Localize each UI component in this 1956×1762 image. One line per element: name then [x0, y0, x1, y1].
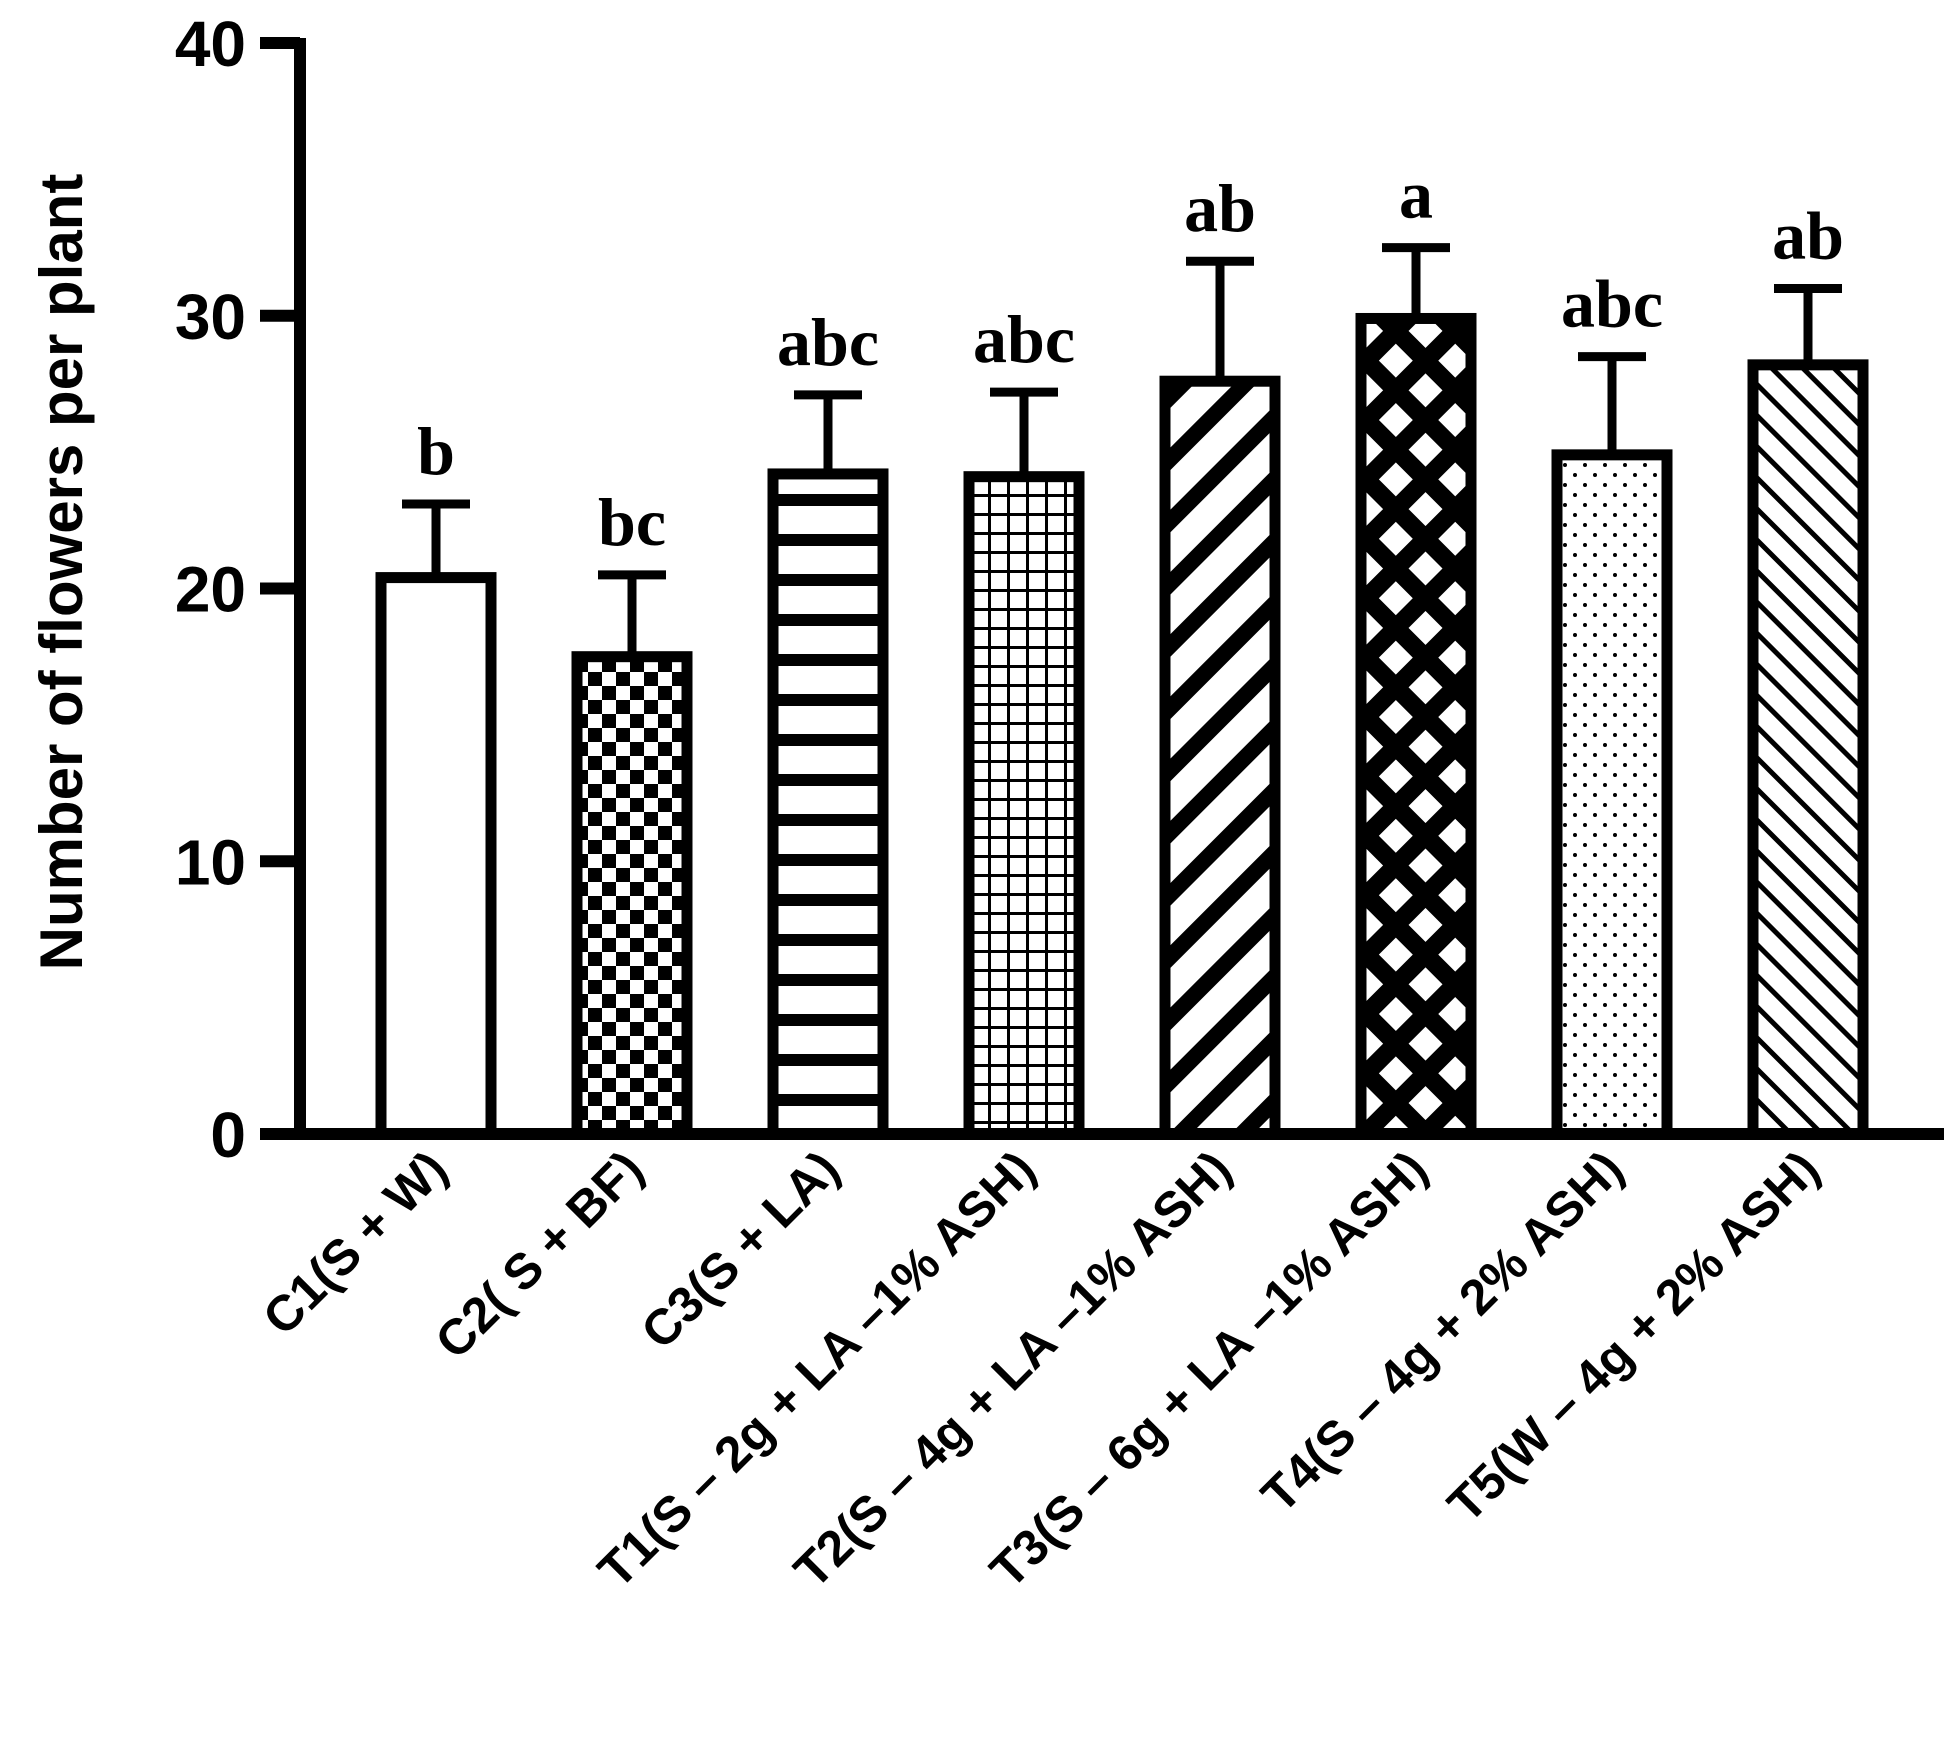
- significance-label: ab: [1184, 170, 1256, 246]
- significance-label: abc: [973, 301, 1075, 377]
- y-axis-label: Number of flowers per plant: [28, 174, 95, 971]
- error-bars: [402, 243, 1842, 657]
- x-tick-label: T4(S – 4g + 2% ASH): [1251, 1140, 1634, 1523]
- significance-label: abc: [1561, 266, 1663, 342]
- y-axis-ticks: 0 10 20 30 40: [175, 8, 300, 1171]
- x-tick-label: C1(S + W): [252, 1140, 458, 1346]
- x-tick-label: C2( S + BF): [425, 1140, 654, 1369]
- significance-labels: b bc abc abc ab a abc ab: [417, 157, 1844, 560]
- bar: [1747, 359, 1869, 1140]
- significance-label: bc: [598, 484, 666, 560]
- y-tick-label: 0: [210, 1099, 246, 1171]
- bar: [571, 651, 693, 1140]
- bar-series: [375, 312, 1869, 1140]
- significance-label: abc: [777, 304, 879, 380]
- significance-label: b: [417, 413, 455, 489]
- y-tick-label: 10: [175, 826, 246, 898]
- bar: [1355, 312, 1477, 1140]
- bar: [963, 471, 1085, 1140]
- x-tick-label: T5(W – 4g + 2% ASH): [1437, 1140, 1830, 1533]
- x-axis-tick-labels: C1(S + W)C2( S + BF)C3(S + LA)T1(S – 2g …: [252, 1140, 1830, 1598]
- bar: [1551, 449, 1673, 1140]
- y-tick-label: 20: [175, 554, 246, 626]
- bar: [1159, 375, 1281, 1140]
- significance-label: a: [1399, 157, 1433, 233]
- bar: [375, 572, 497, 1140]
- y-tick-label: 30: [175, 281, 246, 353]
- x-tick-label: C3(S + LA): [630, 1140, 849, 1359]
- significance-label: ab: [1772, 197, 1844, 273]
- y-tick-label: 40: [175, 8, 246, 80]
- bar: [767, 468, 889, 1140]
